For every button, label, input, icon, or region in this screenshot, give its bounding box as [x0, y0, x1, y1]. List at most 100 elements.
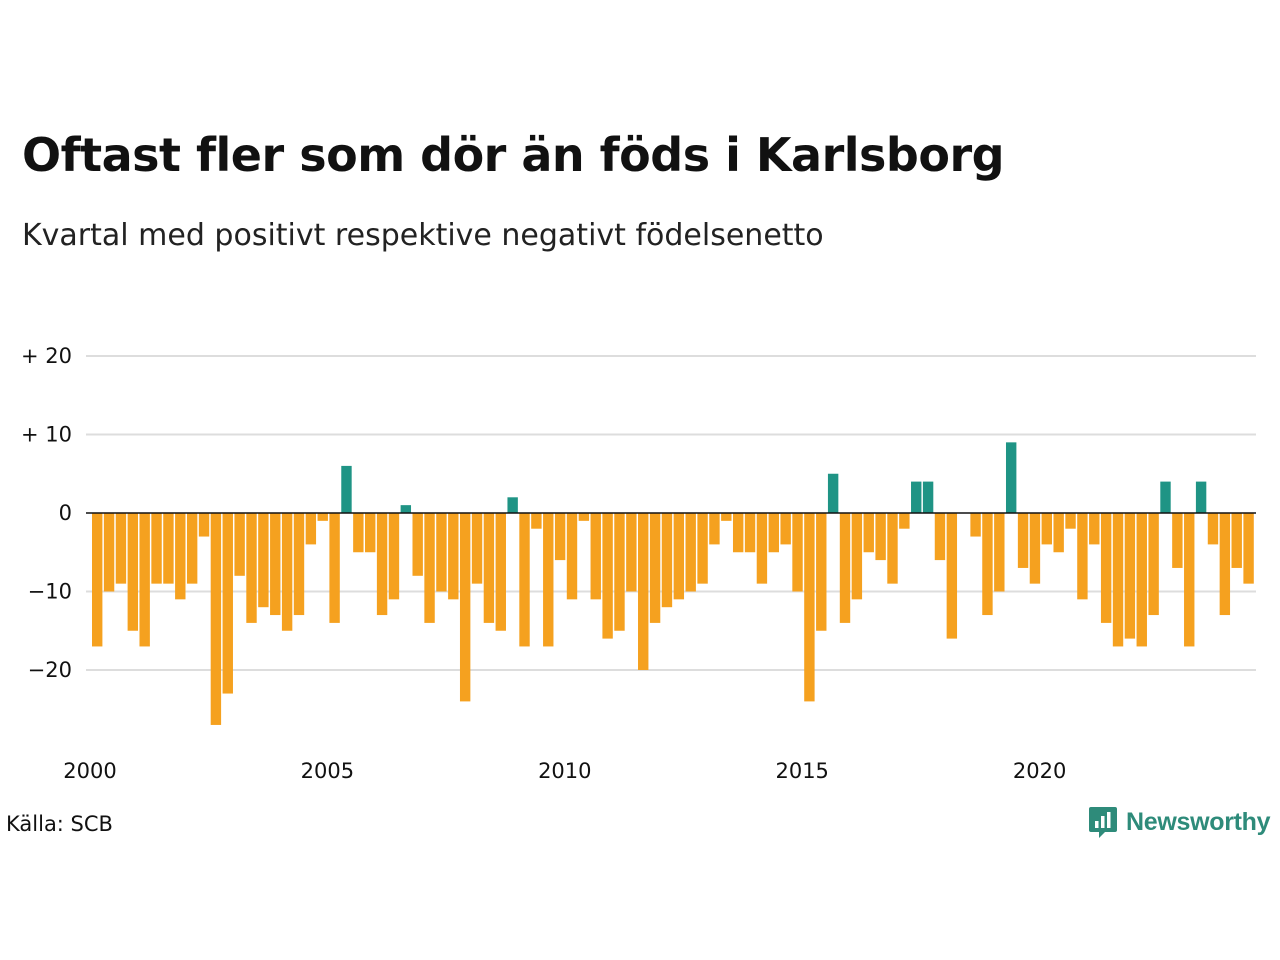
bar-negative [554, 513, 566, 561]
bar-negative [875, 513, 886, 561]
y-tick-label: + 20 [21, 344, 72, 368]
y-tick-label: 0 [59, 501, 72, 525]
bar-negative [222, 513, 233, 694]
bar-negative [673, 513, 685, 600]
bar-negative [376, 513, 388, 616]
bar-negative [293, 513, 305, 616]
bar-negative [412, 513, 423, 576]
bar-negative [92, 513, 103, 647]
bar-negative [281, 513, 293, 631]
bar-negative [1100, 513, 1112, 623]
bar-negative [186, 513, 198, 584]
bar-negative [1172, 513, 1183, 568]
bar-negative [519, 513, 530, 647]
bar-negative [198, 513, 210, 537]
bar-negative [982, 513, 993, 616]
bar-negative [899, 513, 910, 529]
bar-negative [946, 513, 958, 639]
bar-negative [602, 513, 613, 639]
bar-negative [151, 513, 162, 584]
y-tick-label: + 10 [21, 423, 72, 447]
bar-negative [1065, 513, 1076, 529]
bar-negative [578, 513, 590, 521]
bar-negative [638, 513, 649, 670]
bar-negative [994, 513, 1005, 592]
bar-negative [127, 513, 139, 631]
bar-negative [424, 513, 435, 623]
bar-negative [709, 513, 720, 545]
bar-negative [175, 513, 186, 600]
chart-title: Oftast fler som dör än föds i Karlsborg [22, 128, 1005, 182]
bar-negative [365, 513, 376, 553]
bar-negative [780, 513, 791, 545]
bar-negative [590, 513, 601, 600]
newsworthy-logo: Newsworthy [1088, 804, 1271, 840]
bar-negative [816, 513, 827, 631]
bar-negative [1053, 513, 1064, 553]
bar-negative [934, 513, 946, 561]
bar-negative [1124, 513, 1136, 639]
bar-positive [1195, 481, 1207, 513]
bar-negative [721, 513, 732, 521]
bar-negative [851, 513, 863, 600]
bar-negative [744, 513, 756, 553]
bar-negative [626, 513, 637, 592]
x-axis-ticks: 2000 2005 2010 2015 2020 [63, 759, 1066, 783]
x-tick-label: 2000 [63, 759, 116, 783]
bar-positive [400, 505, 412, 513]
brand-name: Newsworthy [1126, 807, 1271, 836]
bar-negative [1077, 513, 1088, 600]
newsworthy-chat-bar-icon [1089, 807, 1117, 838]
bar-positive [1160, 481, 1171, 513]
bar-negative [697, 513, 708, 584]
bar-positive [507, 497, 518, 513]
x-tick-label: 2010 [538, 759, 591, 783]
bar-negative [1148, 513, 1159, 616]
bar-negative [388, 513, 400, 600]
bar-negative [1231, 513, 1242, 568]
bar-negative [270, 513, 281, 616]
bar-positive [922, 481, 934, 513]
bar-negative [210, 513, 222, 725]
bar-negative [329, 513, 340, 623]
bar-negative [661, 513, 673, 608]
bar-negative [839, 513, 851, 623]
x-tick-label: 2015 [775, 759, 828, 783]
bar-negative [436, 513, 447, 592]
bar-negative [792, 513, 803, 592]
bar-negative [495, 513, 506, 631]
y-tick-label: −10 [28, 580, 72, 604]
bar-negative [1089, 513, 1100, 545]
bar-negative [115, 513, 127, 584]
bar-negative [1136, 513, 1147, 647]
bar-negative [448, 513, 459, 600]
bar-negative [1029, 513, 1041, 584]
bar-negative [614, 513, 625, 631]
bar-negative [543, 513, 554, 647]
bar-negative [768, 513, 779, 553]
bar-negative [459, 513, 471, 702]
bars [92, 442, 1254, 725]
y-axis-ticks: + 20 + 10 0 −10 −20 [21, 344, 72, 682]
y-tick-label: −20 [28, 658, 72, 682]
bar-negative [531, 513, 542, 529]
source-note: Källa: SCB [6, 812, 113, 836]
bar-negative [163, 513, 174, 584]
bar-negative [1041, 513, 1052, 545]
bar-negative [317, 513, 328, 521]
bar-negative [970, 513, 981, 537]
bar-negative [887, 513, 898, 584]
chart-subtitle: Kvartal med positivt respektive negativt… [22, 218, 824, 253]
bar-negative [649, 513, 661, 623]
bar-negative [103, 513, 115, 592]
bar-negative [1243, 513, 1254, 584]
x-tick-label: 2020 [1013, 759, 1066, 783]
bar-negative [246, 513, 257, 623]
bar-negative [483, 513, 495, 623]
bar-positive [911, 481, 922, 513]
bar-negative [353, 513, 364, 553]
bar-negative [305, 513, 317, 545]
bar-negative [566, 513, 578, 600]
bar-negative [863, 513, 874, 553]
